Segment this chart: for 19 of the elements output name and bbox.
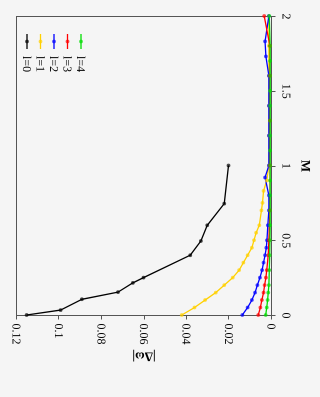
- y-tick-label: 0: [280, 312, 294, 318]
- legend-label: l=0: [20, 56, 34, 72]
- y-tick-label: 1: [280, 163, 294, 169]
- legend-label: l=1: [34, 56, 48, 72]
- x-tick-label: 0.04: [180, 324, 194, 344]
- y-tick-label: 0.5: [280, 233, 294, 248]
- y-tick-label: 2: [280, 14, 294, 20]
- x-axis-title: |Δω|: [132, 350, 156, 364]
- x-tick-label: 0: [264, 324, 278, 330]
- x-tick-label: 0.06: [137, 324, 151, 344]
- x-tick-label: 0.1: [52, 324, 66, 338]
- y-axis-title: M: [298, 160, 314, 172]
- y-tick-label: 1.5: [280, 84, 294, 99]
- x-tick-label: 0.08: [94, 324, 108, 344]
- x-tick-label: 0.02: [222, 324, 236, 344]
- legend-label: l=2: [47, 56, 61, 72]
- legend-label: l=3: [60, 56, 74, 72]
- legend-label: l=4: [74, 56, 88, 72]
- x-tick-label: 0.12: [10, 324, 24, 344]
